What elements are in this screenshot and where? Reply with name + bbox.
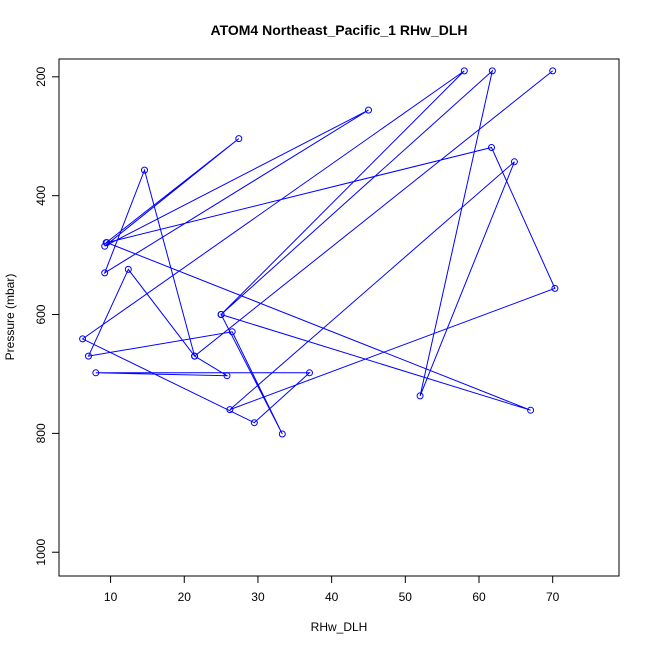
data-point — [223, 372, 231, 380]
data-point — [278, 430, 286, 438]
data-point — [101, 269, 109, 277]
x-tick-label: 70 — [546, 590, 560, 604]
y-axis: 200 400 600 800 1000 — [34, 66, 60, 566]
data-point — [191, 352, 199, 360]
data-point — [141, 166, 148, 174]
x-tick-label: 50 — [399, 590, 413, 604]
y-axis-label: Pressure (mbar) — [3, 274, 17, 361]
x-axis-label: RHw_DLH — [311, 620, 368, 634]
data-point — [235, 135, 243, 143]
data-point — [510, 158, 518, 166]
x-tick-label: 60 — [472, 590, 486, 604]
x-tick-label: 40 — [325, 590, 339, 604]
data-point — [416, 392, 424, 400]
data-point — [306, 369, 313, 377]
data-point — [228, 328, 236, 336]
y-tick-label: 600 — [34, 304, 48, 324]
y-tick-label: 1000 — [34, 539, 48, 566]
data-point — [488, 67, 496, 75]
plot-frame — [58, 58, 620, 577]
series-rhw-dlh — [79, 67, 559, 438]
x-tick-label: 30 — [251, 590, 265, 604]
y-tick-label: 800 — [34, 423, 48, 443]
data-point — [549, 67, 557, 75]
data-point — [92, 369, 100, 377]
y-tick-label: 400 — [34, 185, 48, 205]
chart-title: ATOM4 Northeast_Pacific_1 RHw_DLH — [211, 22, 468, 38]
data-point — [124, 265, 132, 273]
data-point — [226, 406, 234, 414]
y-tick-label: 200 — [34, 66, 48, 86]
data-point — [460, 67, 468, 75]
x-axis: 10 20 30 40 50 60 70 — [104, 575, 560, 604]
data-point — [527, 406, 535, 414]
data-point — [101, 242, 109, 250]
data-point — [365, 106, 372, 114]
data-point — [217, 311, 225, 318]
data-point — [79, 335, 87, 343]
data-point — [551, 284, 559, 292]
data-point — [85, 352, 92, 360]
data-point — [488, 144, 495, 151]
data-point — [103, 239, 111, 247]
series-line — [81, 69, 556, 435]
x-tick-label: 20 — [178, 590, 192, 604]
x-tick-label: 10 — [104, 590, 118, 604]
data-point — [250, 419, 258, 427]
